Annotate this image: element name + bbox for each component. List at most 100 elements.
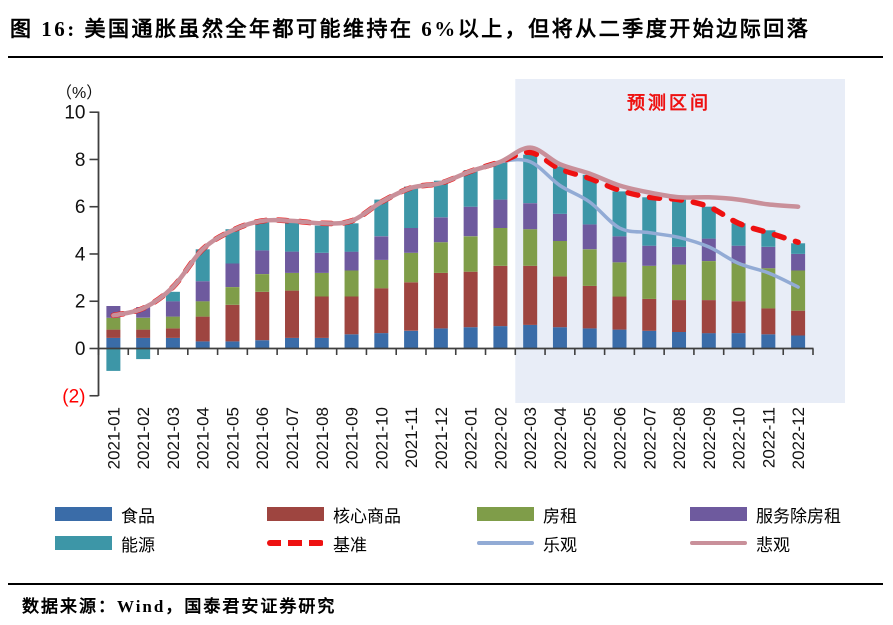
x-tick-label: 2022-12 (789, 407, 808, 469)
bar-segment-energy (731, 223, 746, 246)
bar-segment-food (433, 328, 448, 349)
x-tick-label: 2021-05 (223, 407, 242, 469)
bar-segment-food (404, 330, 419, 349)
bar-segment-food (612, 329, 627, 349)
bar-segment-rent (761, 268, 776, 309)
legend-label: 悲观 (756, 535, 790, 555)
y-tick-label: 2 (75, 292, 86, 313)
bar-segment-food (374, 333, 389, 349)
bar-segment-services-ex-rent (344, 251, 359, 271)
bar-segment-core-goods (374, 288, 389, 334)
bar-segment-rent (552, 241, 567, 277)
x-tick-label: 2021-09 (343, 407, 362, 469)
y-tick-label: 8 (75, 150, 86, 171)
legend-swatch-core-goods (267, 507, 324, 521)
bar-segment-rent (672, 264, 687, 300)
bar-segment-core-goods (314, 296, 329, 338)
y-tick-label: 10 (64, 103, 85, 124)
legend-swatch-energy (55, 536, 112, 550)
bar-segment-rent (195, 301, 210, 317)
bar-segment-services-ex-rent (225, 263, 240, 287)
bar-segment-rent (255, 274, 270, 292)
x-tick-label: 2021-04 (194, 407, 213, 469)
bar-segment-rent (136, 317, 151, 330)
legend-label: 服务除房租 (756, 506, 841, 526)
bar-segment-services-ex-rent (731, 245, 746, 264)
legend-item-pessimistic: 悲观 (690, 534, 790, 555)
bar-segment-food (285, 337, 300, 349)
bar-segment-food (344, 334, 359, 349)
bar-segment-energy (642, 197, 657, 246)
bar-segment-services-ex-rent (523, 203, 538, 230)
x-tick-label: 2022-09 (700, 407, 719, 469)
bar-segment-food (791, 335, 806, 349)
bar-segment-services-ex-rent (672, 246, 687, 265)
bar-segment-food (731, 333, 746, 349)
bar-segment-energy (433, 180, 448, 218)
bar-segment-food (552, 327, 567, 349)
bar-segment-food (582, 328, 597, 349)
series-line-pessimistic (111, 145, 801, 318)
bar-segment-rent (791, 270, 806, 311)
bar-segment-rent (642, 265, 657, 299)
legend-label: 房租 (543, 506, 577, 526)
bar-segment-services-ex-rent (552, 213, 567, 241)
bar-segment-rent (344, 270, 359, 297)
bar-segment-core-goods (493, 265, 508, 327)
legend-label: 基准 (333, 535, 367, 555)
bar-segment-energy (523, 154, 538, 204)
bar-segment-energy (136, 348, 151, 360)
legend-item-baseline: 基准 (267, 534, 367, 555)
title-divider (8, 56, 883, 58)
bar-segment-rent (493, 228, 508, 266)
bar-segment-services-ex-rent (761, 246, 776, 269)
bar-segment-energy (225, 229, 240, 264)
bar-segment-energy (552, 166, 567, 214)
bar-segment-rent (701, 261, 716, 301)
bar-segment-rent (285, 272, 300, 291)
bar-segment-core-goods (195, 316, 210, 342)
bar-segment-rent (106, 317, 121, 330)
legend-swatch-rent (477, 507, 534, 521)
bar-segment-services-ex-rent (374, 236, 389, 260)
y-tick-label: 4 (75, 244, 86, 265)
x-tick-label: 2022-06 (610, 407, 629, 469)
bar-segment-core-goods (612, 296, 627, 330)
bar-segment-food (701, 333, 716, 349)
inflation-stacked-bar-chart: 10 8 6 4 2 0 (2) 2021-01 2021-02 2021-03 2021-04 20… (62, 79, 845, 469)
bar-segment-core-goods (672, 300, 687, 332)
x-tick-label: 2021-11 (402, 407, 421, 468)
bar-segment-services-ex-rent (106, 306, 121, 318)
bar-segment-services-ex-rent (404, 228, 419, 253)
legend-label: 能源 (121, 535, 155, 555)
bar-segment-core-goods (463, 271, 478, 328)
x-tick-label: 2022-03 (521, 407, 540, 469)
bar-segment-energy (195, 249, 210, 282)
x-tick-label: 2022-11 (759, 407, 778, 468)
bar-segment-energy (374, 199, 389, 237)
bar-segment-core-goods (136, 329, 151, 338)
bar-segment-rent (314, 272, 329, 297)
bar-segment-rent (433, 242, 448, 273)
bar-segment-energy (791, 243, 806, 254)
bar-segment-services-ex-rent (136, 307, 151, 318)
x-tick-label: 2022-02 (491, 407, 510, 469)
bar-segment-energy (582, 174, 597, 225)
y-tick-label: (2) (62, 386, 85, 407)
bar-segment-core-goods (106, 329, 121, 338)
x-tick-label: 2021-08 (313, 407, 332, 469)
bar-segment-food (523, 324, 538, 349)
bar-segment-services-ex-rent (314, 252, 329, 273)
bar-segment-energy (106, 348, 121, 371)
bar-segment-food (255, 340, 270, 349)
forecast-region-label: 预测区间 (627, 93, 711, 113)
bar-segment-core-goods (165, 328, 180, 338)
legend-label: 核心商品 (333, 506, 401, 526)
legend-item-food: 食品 (55, 505, 155, 526)
bar-segment-food (136, 337, 151, 349)
x-tick-label: 2021-12 (432, 407, 451, 469)
bar-segment-rent (404, 252, 419, 283)
bar-segment-services-ex-rent (642, 245, 657, 266)
bar-segment-services-ex-rent (463, 206, 478, 237)
